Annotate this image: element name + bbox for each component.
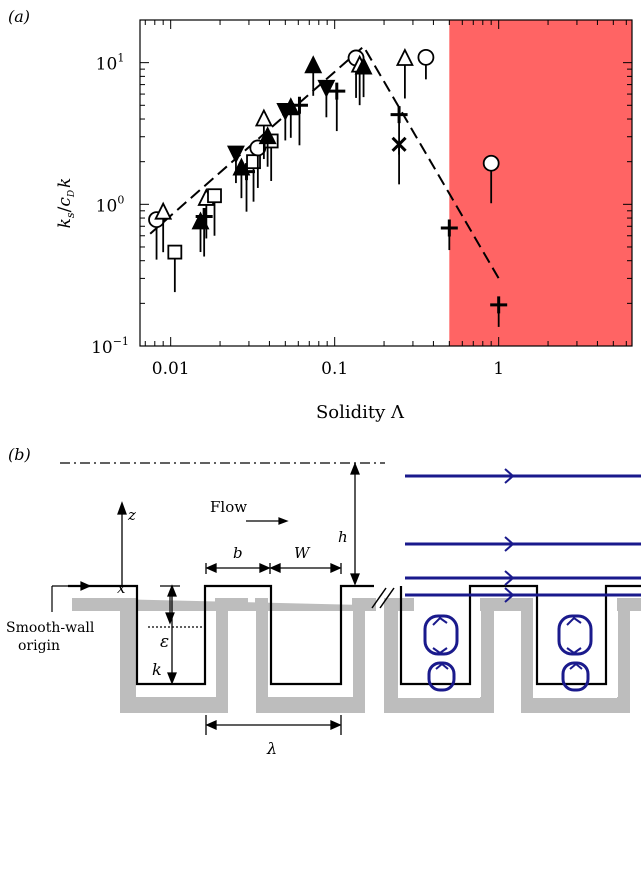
b-label: b	[233, 544, 243, 562]
svg-text:ks/cDk: ks/cDk	[55, 178, 77, 229]
flow-label: Flow	[210, 498, 247, 516]
vortices	[423, 614, 593, 692]
panel-a-label: (a)	[8, 7, 30, 26]
plus-mark	[390, 106, 408, 124]
lambda-label: λ	[266, 739, 277, 758]
x-tick-label: 1	[493, 359, 504, 379]
triangle-filled-mark	[354, 56, 373, 75]
marker-triangle_filled	[281, 97, 300, 138]
axis-ticks	[140, 19, 632, 347]
plus-mark	[490, 296, 508, 314]
circle-mark	[482, 154, 500, 172]
marker-triangle_filled	[258, 126, 277, 167]
h-label: h	[338, 528, 348, 546]
triangle-down-mark	[226, 145, 245, 164]
wall-cavities	[136, 611, 618, 713]
plus-mark	[290, 96, 308, 114]
panel-b-label: (b)	[8, 445, 31, 464]
marker-plus	[440, 219, 458, 251]
z-axis-label: z	[127, 506, 136, 524]
marker-x	[391, 136, 407, 185]
triangle-down-mark	[317, 79, 336, 98]
triangle-mark	[154, 201, 173, 220]
origin-label-line1: Smooth-wall	[6, 620, 95, 636]
plot-frame	[139, 19, 633, 347]
triangle-filled-mark	[304, 55, 323, 74]
marker-square	[167, 244, 183, 293]
square-mark	[207, 188, 222, 204]
trend-line	[149, 44, 500, 279]
triangle-mark	[395, 47, 414, 66]
vortex-arrows	[432, 616, 583, 670]
y-tick-label: 100	[96, 193, 125, 216]
z-axis	[117, 501, 127, 586]
circle-mark	[417, 48, 435, 66]
marker-square	[246, 154, 261, 202]
y-axis-label: ks/cDk	[55, 178, 77, 229]
x-axis-label: Solidity Λ	[316, 402, 405, 423]
marker-plus	[195, 208, 213, 257]
b-dimension	[205, 562, 271, 574]
wall-profile	[68, 584, 641, 686]
marker-circle	[417, 48, 435, 80]
y-tick-label: 101	[96, 52, 125, 75]
marker-square	[207, 188, 222, 236]
y-tick-label: 10−1	[91, 335, 129, 358]
triangle-filled-mark	[258, 126, 277, 145]
marker-triangle_down_filled	[226, 145, 245, 184]
marker-triangle	[154, 201, 173, 253]
triangle-filled-mark	[281, 97, 300, 116]
marker-triangle	[395, 47, 414, 99]
marker-plus	[328, 82, 346, 132]
plus-mark	[195, 208, 213, 226]
marker-circle	[482, 154, 500, 204]
streamlines	[405, 474, 641, 597]
epsilon-label: ε	[160, 632, 169, 652]
markers	[148, 47, 508, 327]
marker-plus	[290, 96, 308, 146]
h-dimension	[350, 462, 360, 586]
streamline-arrows	[504, 468, 515, 603]
x-tick-label: 0.1	[321, 359, 348, 379]
shaded-region	[449, 20, 632, 346]
origin-label-line2: origin	[18, 638, 60, 654]
square-mark	[246, 154, 261, 170]
k-dimension	[167, 584, 177, 685]
flow-arrow	[246, 517, 289, 525]
plus-mark	[440, 219, 458, 237]
k-label: k	[152, 660, 162, 679]
plus-mark	[328, 82, 346, 100]
marker-triangle_filled	[304, 55, 323, 96]
marker-triangle_filled	[354, 56, 373, 98]
wall-grey	[72, 598, 641, 713]
lambda-dimension	[205, 715, 342, 735]
triangle-mark	[254, 108, 273, 127]
axis-break-marks	[371, 587, 395, 609]
w-dimension	[269, 562, 342, 574]
x-mark	[391, 136, 407, 152]
tick-labels: 0.01 0.1 1 10−1 100 101	[91, 52, 504, 379]
w-label: W	[294, 544, 311, 562]
origin-marker	[51, 581, 92, 612]
marker-triangle_down_filled	[317, 79, 336, 118]
x-tick-label: 0.01	[152, 359, 190, 379]
marker-plus	[490, 296, 508, 327]
square-mark	[167, 244, 183, 260]
chart-a: 0.01 0.1 1 10−1 100 101	[91, 19, 633, 379]
x-axis-label: x	[117, 579, 126, 597]
